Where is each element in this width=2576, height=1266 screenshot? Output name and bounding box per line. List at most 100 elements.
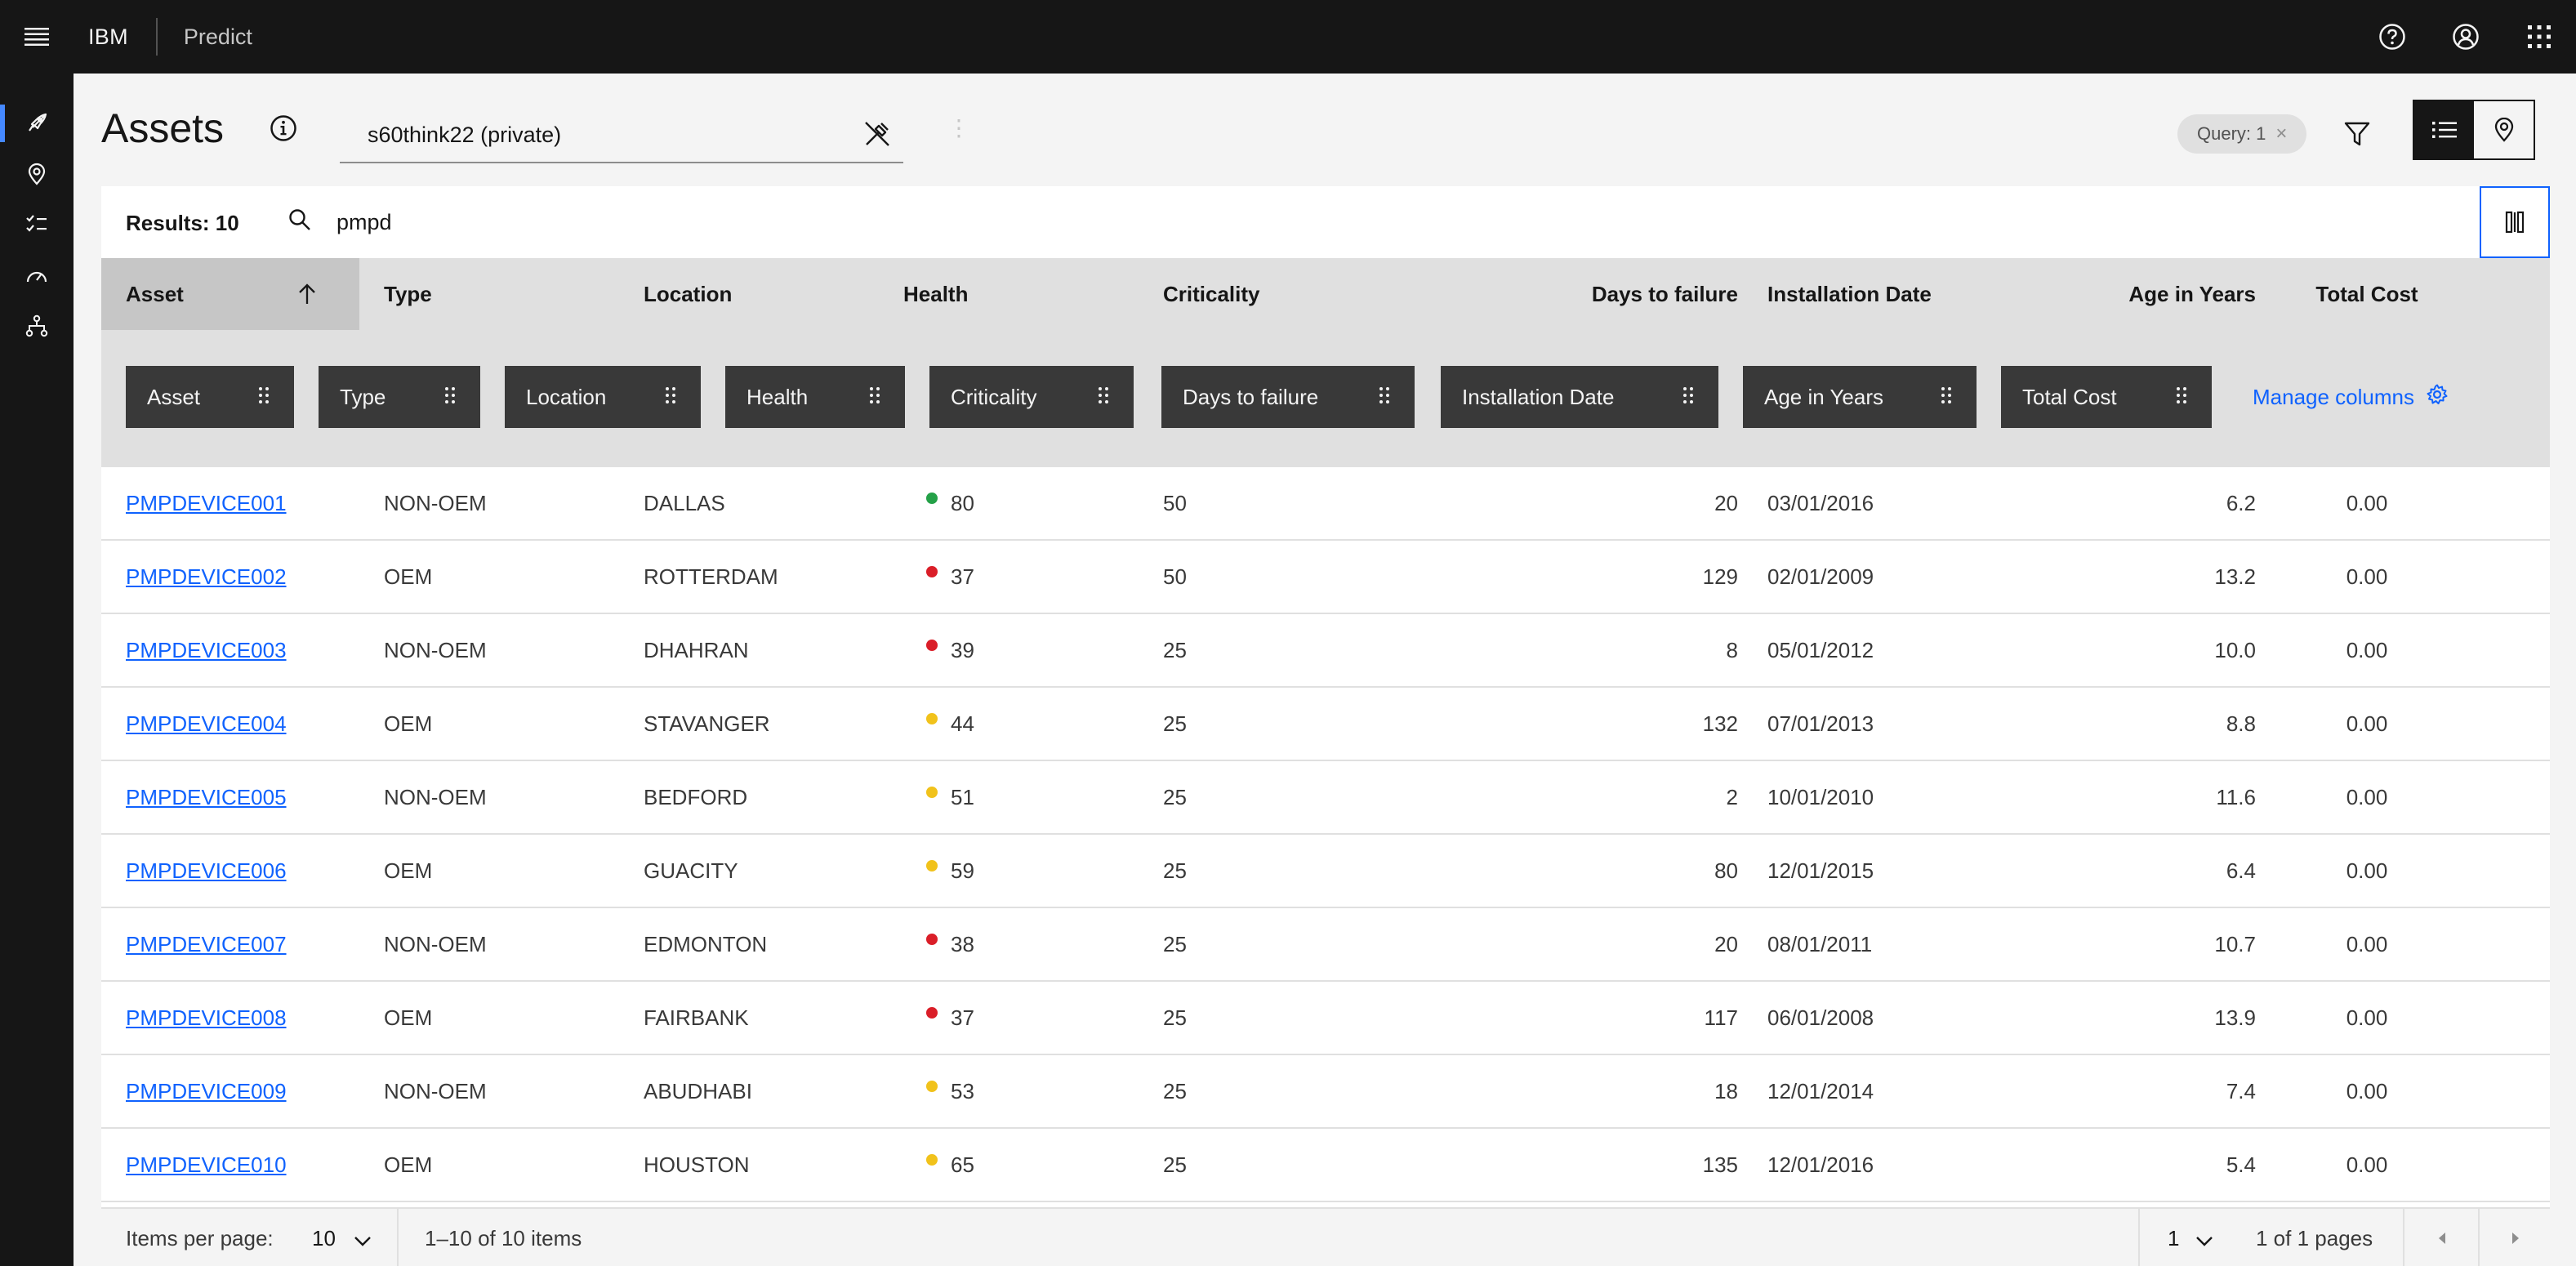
previous-page-button[interactable]: [2406, 1209, 2478, 1266]
cell-value: 0.00: [2346, 784, 2388, 809]
column-header-health[interactable]: Health: [903, 258, 968, 330]
drag-handle-icon[interactable]: [665, 386, 676, 411]
health-status-indicator: [926, 713, 938, 724]
nav-item-hierarchy[interactable]: [0, 301, 74, 351]
column-settings-button[interactable]: [2480, 186, 2550, 258]
cell-value: 06/01/2008: [1767, 1005, 1874, 1030]
manage-columns-link[interactable]: Manage columns: [2253, 366, 2449, 428]
search-icon: [287, 207, 312, 236]
column-header-days-to-failure[interactable]: Days to failure: [1408, 258, 1738, 330]
page-number-select[interactable]: 1: [2168, 1209, 2213, 1266]
cell-value: EDMONTON: [644, 931, 768, 956]
asset-link[interactable]: PMPDEVICE001: [126, 490, 287, 515]
table-row[interactable]: PMPDEVICE006 OEM GUACITY 59 25 80 12/01/2015 6.…: [101, 835, 2550, 908]
table-row[interactable]: PMPDEVICE001 NON-OEM DALLAS 80 50 20 03/01/201…: [101, 467, 2550, 541]
table-row[interactable]: PMPDEVICE007 NON-OEM EDMONTON 38 25 20 08/01/2…: [101, 908, 2550, 982]
cell-type: NON-OEM: [384, 467, 487, 539]
column-chip-total-cost[interactable]: Total Cost: [2001, 366, 2212, 428]
column-chip-age-in-years[interactable]: Age in Years: [1743, 366, 1977, 428]
nav-item-rocket[interactable]: [0, 98, 74, 149]
column-header-location[interactable]: Location: [644, 258, 732, 330]
sort-ascending-icon[interactable]: [297, 283, 317, 311]
cell-value: ABUDHABI: [644, 1078, 752, 1103]
asset-link[interactable]: PMPDEVICE010: [126, 1152, 287, 1177]
hierarchy-icon: [25, 314, 48, 337]
nav-item-tasks[interactable]: [0, 199, 74, 250]
column-chip-installation-date[interactable]: Installation Date: [1441, 366, 1718, 428]
close-icon[interactable]: ×: [2275, 123, 2288, 145]
asset-link[interactable]: PMPDEVICE007: [126, 931, 287, 956]
column-header-age-in-years[interactable]: Age in Years: [1963, 258, 2256, 330]
column-header-type[interactable]: Type: [384, 258, 432, 330]
column-header-installation-date[interactable]: Installation Date: [1767, 258, 1932, 330]
brand-name[interactable]: IBM: [88, 24, 128, 49]
table-row[interactable]: PMPDEVICE005 NON-OEM BEDFORD 51 25 2 10/01/201…: [101, 761, 2550, 835]
cell-cost: 0.00: [2266, 467, 2468, 539]
column-header-asset[interactable]: Asset: [101, 258, 359, 330]
asset-link[interactable]: PMPDEVICE009: [126, 1078, 287, 1103]
cell-criticality: 25: [1163, 614, 1187, 686]
table-row[interactable]: PMPDEVICE002 OEM ROTTERDAM 37 50 129 02/01/200…: [101, 541, 2550, 614]
overflow-menu-icon[interactable]: ⋮: [947, 115, 970, 140]
help-icon[interactable]: [2355, 0, 2429, 74]
column-chip-type[interactable]: Type: [319, 366, 480, 428]
user-icon[interactable]: [2429, 0, 2502, 74]
drag-handle-icon[interactable]: [1941, 386, 1952, 411]
menu-icon[interactable]: [0, 0, 74, 74]
table-row[interactable]: PMPDEVICE003 NON-OEM DHAHRAN 39 25 8 05/01/201…: [101, 614, 2550, 688]
side-navigation: [0, 74, 74, 1266]
asset-link[interactable]: PMPDEVICE005: [126, 784, 287, 809]
asset-link[interactable]: PMPDEVICE003: [126, 637, 287, 662]
cell-value: 10/01/2010: [1767, 784, 1874, 809]
asset-link[interactable]: PMPDEVICE002: [126, 564, 287, 589]
view-switcher: [2413, 100, 2535, 160]
drag-handle-icon[interactable]: [258, 386, 270, 411]
drag-handle-icon[interactable]: [2176, 386, 2187, 411]
column-header-criticality[interactable]: Criticality: [1163, 258, 1260, 330]
map-view-button[interactable]: [2474, 101, 2534, 158]
column-chip-days-to-failure[interactable]: Days to failure: [1161, 366, 1415, 428]
cell-asset: PMPDEVICE009: [126, 1055, 287, 1127]
drag-handle-icon[interactable]: [1098, 386, 1109, 411]
table-row[interactable]: PMPDEVICE004 OEM STAVANGER 44 25 132 07/01/201…: [101, 688, 2550, 761]
column-chip-health[interactable]: Health: [725, 366, 905, 428]
clear-query-icon[interactable]: [862, 119, 892, 154]
drag-handle-icon[interactable]: [869, 386, 880, 411]
cell-value: 50: [1163, 564, 1187, 589]
table-row[interactable]: PMPDEVICE009 NON-OEM ABUDHABI 53 25 18 12/01/2…: [101, 1055, 2550, 1129]
items-per-page-select[interactable]: 10: [312, 1209, 372, 1266]
search-input[interactable]: [336, 204, 827, 240]
column-header-label: Total Cost: [2315, 281, 2418, 306]
table-row[interactable]: PMPDEVICE010 OEM HOUSTON 65 25 135 12/01/2016 5…: [101, 1129, 2550, 1202]
drag-handle-icon[interactable]: [444, 386, 456, 411]
column-chip-location[interactable]: Location: [505, 366, 701, 428]
asset-link[interactable]: PMPDEVICE006: [126, 858, 287, 883]
cell-criticality: 25: [1163, 982, 1187, 1054]
cell-install: 12/01/2014: [1767, 1055, 1874, 1127]
drag-handle-icon[interactable]: [1379, 386, 1390, 411]
column-chip-criticality[interactable]: Criticality: [929, 366, 1134, 428]
column-header-total-cost[interactable]: Total Cost: [2266, 258, 2468, 330]
next-page-button[interactable]: [2480, 1209, 2551, 1266]
query-tag-label: Query: 1: [2197, 123, 2266, 144]
app-switcher-icon[interactable]: [2502, 0, 2576, 74]
cell-days: 20: [1408, 467, 1738, 539]
cell-value: 11.6: [2216, 784, 2256, 809]
info-icon[interactable]: [270, 114, 297, 146]
cell-location: EDMONTON: [644, 908, 767, 980]
filter-button[interactable]: [2333, 109, 2382, 158]
cell-value: 51: [951, 784, 974, 809]
nav-item-location[interactable]: [0, 149, 74, 199]
cell-health: 37: [926, 982, 974, 1054]
cell-days: 132: [1408, 688, 1738, 760]
pagination-divider: [2138, 1209, 2140, 1266]
asset-link[interactable]: PMPDEVICE004: [126, 711, 287, 736]
cell-value: OEM: [384, 711, 433, 736]
drag-handle-icon[interactable]: [1682, 386, 1694, 411]
nav-item-gauge[interactable]: [0, 250, 74, 301]
list-view-button[interactable]: [2414, 101, 2474, 158]
asset-link[interactable]: PMPDEVICE008: [126, 1005, 287, 1030]
saved-query-select[interactable]: s60think22 (private): [340, 108, 903, 163]
table-row[interactable]: PMPDEVICE008 OEM FAIRBANK 37 25 117 06/01/2008…: [101, 982, 2550, 1055]
column-chip-asset[interactable]: Asset: [126, 366, 294, 428]
